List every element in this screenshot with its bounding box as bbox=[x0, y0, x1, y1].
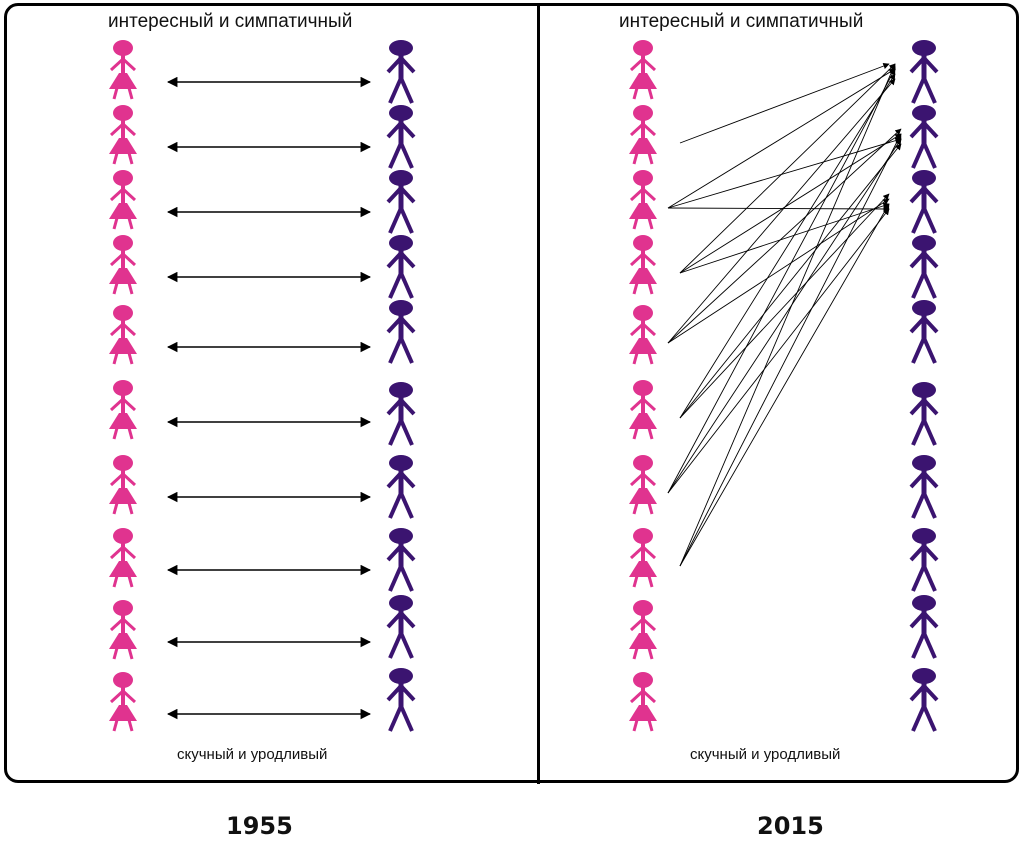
link-2015-7-3 bbox=[667, 208, 890, 494]
female-figure-1955-8 bbox=[109, 528, 137, 588]
male-figure-1955-5 bbox=[386, 300, 416, 364]
link-2015-4-1 bbox=[679, 63, 896, 274]
male-figure-2015-1 bbox=[909, 40, 939, 104]
male-figure-1955-4 bbox=[386, 235, 416, 299]
link-2015-6-3 bbox=[679, 193, 890, 419]
female-figure-1955-9 bbox=[109, 600, 137, 660]
link-2015-4-2 bbox=[679, 133, 902, 274]
link-2015-3-1 bbox=[667, 68, 896, 209]
link-2015-3-2 bbox=[667, 137, 902, 209]
link-2015-5-1 bbox=[667, 78, 896, 344]
female-figure-2015-1 bbox=[629, 40, 657, 100]
male-figure-2015-4 bbox=[909, 235, 939, 299]
female-figure-1955-3 bbox=[109, 170, 137, 230]
link-2015-7-2 bbox=[667, 138, 902, 494]
male-figure-1955-8 bbox=[386, 528, 416, 592]
female-figure-1955-6 bbox=[109, 380, 137, 440]
male-figure-2015-6 bbox=[909, 382, 939, 446]
female-figure-2015-6 bbox=[629, 380, 657, 440]
year-label-2015: 2015 bbox=[757, 812, 824, 840]
panel-2015-top-label: интересный и симпатичный bbox=[619, 11, 864, 32]
link-2015-5-2 bbox=[667, 128, 902, 344]
link-2015-3-3 bbox=[667, 205, 890, 213]
link-2015-5-3 bbox=[667, 198, 890, 344]
male-figure-1955-9 bbox=[386, 595, 416, 659]
female-figure-2015-4 bbox=[629, 235, 657, 295]
female-figure-2015-8 bbox=[629, 528, 657, 588]
link-2015-8-1 bbox=[679, 63, 896, 567]
male-figure-2015-3 bbox=[909, 170, 939, 234]
female-figure-1955-7 bbox=[109, 455, 137, 515]
female-figure-1955-5 bbox=[109, 305, 137, 365]
female-figure-2015-2 bbox=[629, 105, 657, 165]
female-figure-1955-1 bbox=[109, 40, 137, 100]
male-figure-2015-8 bbox=[909, 528, 939, 592]
male-figure-2015-2 bbox=[909, 105, 939, 169]
female-figure-2015-9 bbox=[629, 600, 657, 660]
male-figure-1955-2 bbox=[386, 105, 416, 169]
diagram-frame bbox=[4, 3, 1019, 783]
female-figure-2015-3 bbox=[629, 170, 657, 230]
male-figure-2015-5 bbox=[909, 300, 939, 364]
link-2015-6-2 bbox=[679, 143, 902, 419]
link-2015-4-3 bbox=[679, 202, 890, 274]
link-2015-6-1 bbox=[679, 73, 896, 419]
link-2015-2-1 bbox=[679, 63, 890, 144]
figures-layer bbox=[109, 40, 939, 732]
male-figure-1955-7 bbox=[386, 455, 416, 519]
link-2015-8-2 bbox=[679, 133, 902, 567]
link-2015-8-3 bbox=[679, 203, 890, 567]
panel-divider bbox=[537, 4, 540, 784]
male-figure-1955-1 bbox=[386, 40, 416, 104]
male-figure-2015-10 bbox=[909, 668, 939, 732]
female-figure-2015-10 bbox=[629, 672, 657, 732]
male-figure-1955-10 bbox=[386, 668, 416, 732]
male-figure-2015-9 bbox=[909, 595, 939, 659]
female-figure-1955-2 bbox=[109, 105, 137, 165]
female-figure-1955-4 bbox=[109, 235, 137, 295]
female-figure-1955-10 bbox=[109, 672, 137, 732]
male-figure-2015-7 bbox=[909, 455, 939, 519]
female-figure-2015-7 bbox=[629, 455, 657, 515]
panel-1955-bottom-label: скучный и уродливый bbox=[177, 746, 328, 763]
male-figure-1955-3 bbox=[386, 170, 416, 234]
panel-2015-bottom-label: скучный и уродливый bbox=[690, 746, 841, 763]
panel-1955-top-label: интересный и симпатичный bbox=[108, 11, 353, 32]
links-layer bbox=[166, 63, 902, 720]
link-2015-7-1 bbox=[667, 68, 896, 494]
year-label-1955: 1955 bbox=[226, 812, 293, 840]
female-figure-2015-5 bbox=[629, 305, 657, 365]
male-figure-1955-6 bbox=[386, 382, 416, 446]
